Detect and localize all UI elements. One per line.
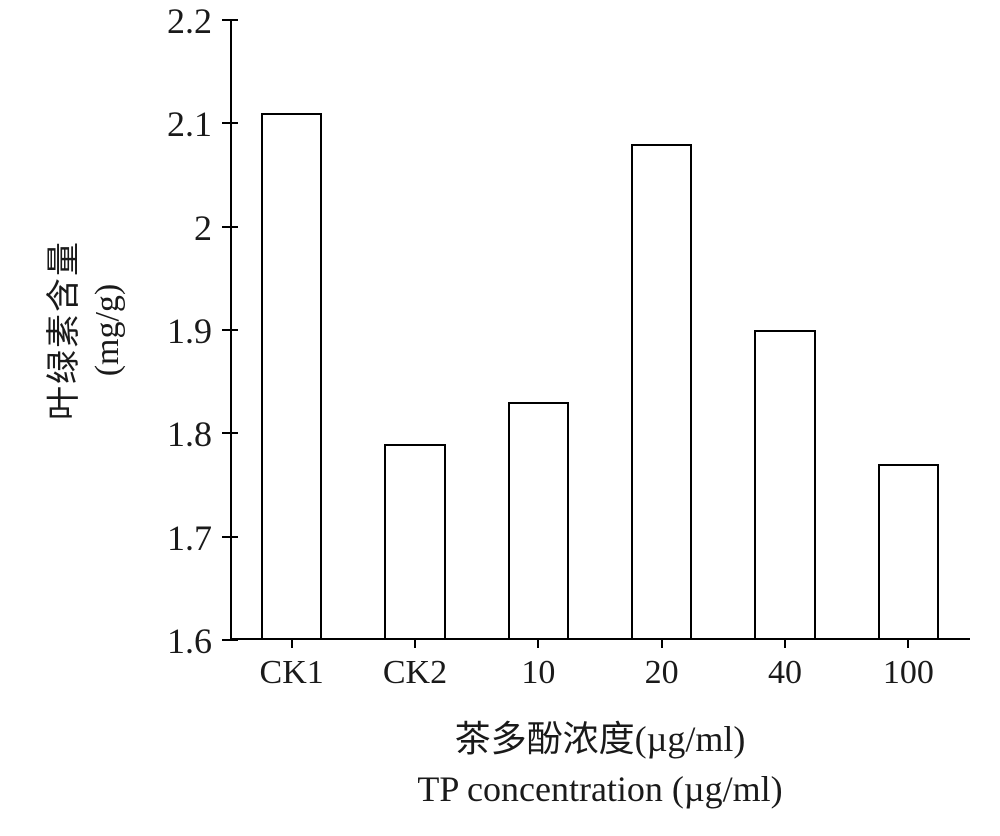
y-tick-label: 1.8 xyxy=(167,413,212,455)
chart-container: 叶绿素含量 (mg/g) 茶多酚浓度(µg/ml) TP concentrati… xyxy=(0,0,1000,836)
y-axis-title-unit: (mg/g) xyxy=(89,240,127,420)
y-tick-mark xyxy=(222,639,238,641)
bar xyxy=(631,144,693,640)
x-axis-line xyxy=(230,638,970,640)
x-tick-label: 100 xyxy=(848,654,968,692)
y-tick-mark xyxy=(222,536,238,538)
y-tick-label: 1.7 xyxy=(167,517,212,559)
y-tick-label: 2 xyxy=(194,207,212,249)
y-tick-mark xyxy=(222,19,238,21)
y-axis-title: 叶绿素含量 (mg/g) xyxy=(36,240,127,420)
y-tick-label: 1.9 xyxy=(167,310,212,352)
x-axis-title-cn: 茶多酚浓度(µg/ml) xyxy=(230,710,970,762)
x-tick-label: 10 xyxy=(478,654,598,692)
y-tick-mark xyxy=(222,122,238,124)
x-tick-label: 40 xyxy=(725,654,845,692)
y-tick-label: 1.6 xyxy=(167,620,212,662)
y-tick-mark xyxy=(222,226,238,228)
x-axis-title: 茶多酚浓度(µg/ml) TP concentration (µg/ml) xyxy=(230,710,970,810)
bar xyxy=(261,113,323,640)
x-tick-label: 20 xyxy=(602,654,722,692)
plot-area xyxy=(230,20,970,640)
y-tick-mark xyxy=(222,329,238,331)
bar xyxy=(508,402,570,640)
y-tick-label: 2.1 xyxy=(167,103,212,145)
x-axis-title-en: TP concentration (µg/ml) xyxy=(230,768,970,810)
bar xyxy=(878,464,940,640)
y-axis-title-cn: 叶绿素含量 xyxy=(36,240,85,420)
bar xyxy=(754,330,816,640)
x-tick-label: CK2 xyxy=(355,654,475,692)
x-tick-label: CK1 xyxy=(232,654,352,692)
y-tick-label: 2.2 xyxy=(167,0,212,42)
bar xyxy=(384,444,446,640)
y-tick-mark xyxy=(222,432,238,434)
